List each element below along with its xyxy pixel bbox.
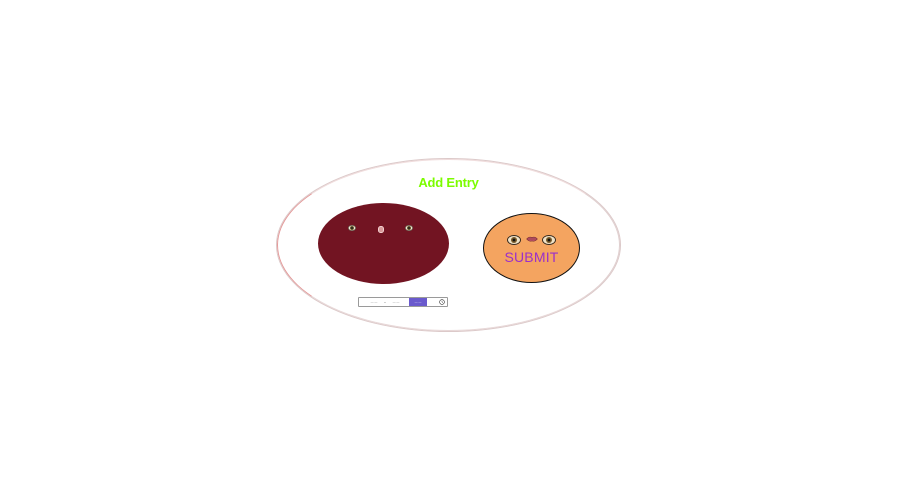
lips-icon: [526, 236, 538, 242]
submit-button[interactable]: SUBMIT: [483, 213, 580, 283]
range-start-field[interactable]: — —: [370, 300, 378, 304]
entry-input-face[interactable]: [318, 203, 449, 284]
form-title: Add Entry: [418, 175, 479, 190]
mouth-icon: [378, 226, 384, 233]
right-eye-icon: [542, 235, 556, 245]
clock-icon[interactable]: [439, 299, 445, 305]
range-end-field[interactable]: — —: [392, 300, 400, 304]
date-range-picker[interactable]: — — – — — — —: [358, 297, 448, 307]
submit-label: SUBMIT: [504, 249, 559, 265]
range-separator: –: [384, 300, 386, 304]
right-eye-icon: [405, 225, 413, 231]
entry-form-oval: Add Entry SUBMIT — — – — — — —: [276, 158, 621, 332]
left-eye-icon: [348, 225, 356, 231]
left-eye-icon: [507, 235, 521, 245]
range-active-field[interactable]: — —: [409, 298, 427, 306]
